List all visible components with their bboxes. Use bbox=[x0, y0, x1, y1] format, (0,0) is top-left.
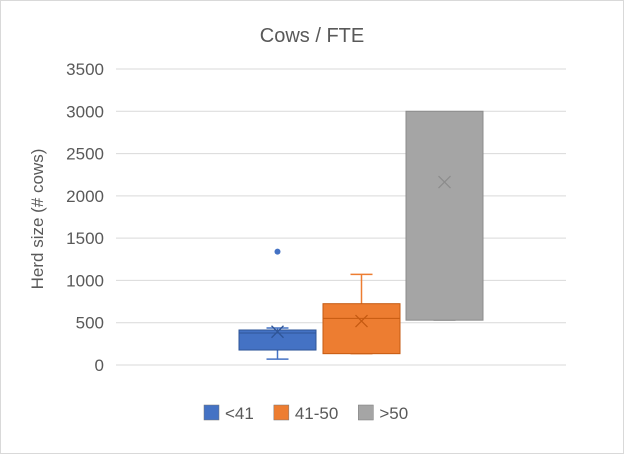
mean-marker bbox=[355, 314, 368, 328]
y-tick-label: 1000 bbox=[66, 271, 104, 290]
box-2 bbox=[405, 110, 484, 321]
y-tick-label: 2000 bbox=[66, 187, 104, 206]
y-tick-label: 500 bbox=[76, 314, 104, 333]
legend-label: >50 bbox=[379, 404, 408, 423]
y-axis-label: Herd size (# cows) bbox=[28, 149, 47, 290]
chart-title: Cows / FTE bbox=[260, 25, 364, 47]
legend-swatch bbox=[273, 404, 290, 421]
box-iqr bbox=[322, 303, 401, 355]
y-tick-label: 3000 bbox=[66, 102, 104, 121]
mean-marker bbox=[438, 175, 451, 189]
y-tick-label: 3500 bbox=[66, 60, 104, 79]
mean-marker bbox=[271, 325, 284, 339]
box-1 bbox=[322, 273, 401, 355]
box-iqr bbox=[238, 329, 317, 351]
box-0 bbox=[238, 248, 317, 360]
legend-swatch bbox=[358, 404, 374, 421]
box-iqr bbox=[405, 110, 484, 321]
y-tick-label: 2500 bbox=[66, 145, 104, 164]
legend-label: <41 bbox=[225, 404, 254, 423]
y-tick-label: 0 bbox=[95, 356, 104, 375]
legend-label: 41-50 bbox=[295, 404, 338, 423]
outlier-point bbox=[274, 248, 281, 255]
legend-swatch bbox=[203, 404, 220, 421]
y-tick-label: 1500 bbox=[66, 229, 104, 248]
